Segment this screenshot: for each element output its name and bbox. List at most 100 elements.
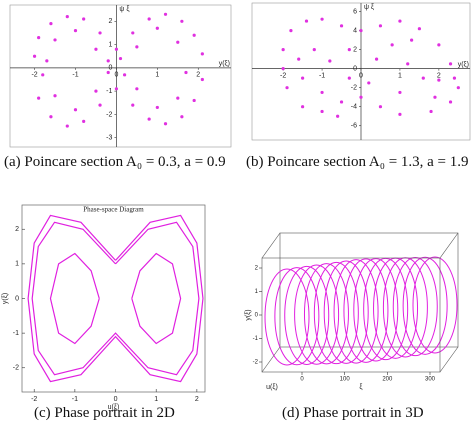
x-tick-label: 0 xyxy=(300,377,304,383)
y-axis-label: y(ξ) xyxy=(2,293,9,304)
x-tick-label: 300 xyxy=(425,377,436,383)
point xyxy=(281,67,285,71)
point xyxy=(336,114,340,118)
point xyxy=(73,29,78,33)
point xyxy=(437,43,441,47)
x-tick-label: 100 xyxy=(340,377,351,383)
point xyxy=(301,76,305,80)
point xyxy=(94,47,98,51)
point xyxy=(163,122,168,126)
x-tick-label: 1 xyxy=(155,72,159,79)
point xyxy=(339,24,344,28)
point xyxy=(456,86,460,90)
cube-edge xyxy=(439,346,459,373)
cube-edge xyxy=(439,232,459,259)
caption: (c) Phase portrait in 2D xyxy=(34,405,175,421)
y-axis-label: u(ξ) xyxy=(266,384,278,391)
point xyxy=(398,112,402,116)
point xyxy=(65,15,69,19)
point xyxy=(328,59,332,63)
x-tick-label: -1 xyxy=(72,396,78,403)
back-face xyxy=(279,232,459,348)
point xyxy=(359,95,363,99)
x-tick-label: -2 xyxy=(31,72,37,79)
point xyxy=(192,33,196,37)
orbit xyxy=(353,258,399,362)
orbit xyxy=(303,263,349,365)
point xyxy=(359,28,363,33)
point xyxy=(410,38,414,42)
orbit xyxy=(264,268,310,366)
y-tick-label: 6 xyxy=(353,8,357,15)
curve xyxy=(131,252,182,345)
point xyxy=(347,76,351,80)
curve xyxy=(31,221,200,376)
caption: (a) Poincare section A₀ = 0.3, a = 0.9 xyxy=(4,154,226,170)
point xyxy=(118,56,123,61)
y-tick-label: -6 xyxy=(351,123,357,130)
frame xyxy=(9,4,232,148)
chart-title: Phase-space Diagram xyxy=(83,206,144,214)
x-tick-label: -2 xyxy=(31,396,37,403)
point xyxy=(82,17,86,21)
point xyxy=(200,77,204,82)
point xyxy=(155,105,159,110)
point xyxy=(312,48,316,52)
z-tick-label: -2 xyxy=(253,360,259,366)
cube-edge xyxy=(261,346,281,373)
point xyxy=(49,115,53,119)
x-tick-label: 200 xyxy=(382,377,393,383)
point xyxy=(200,52,204,56)
point xyxy=(448,62,453,66)
point xyxy=(285,86,289,90)
orbit xyxy=(323,260,369,364)
x-tick-label: -1 xyxy=(72,72,78,79)
point xyxy=(367,81,371,85)
point xyxy=(339,100,344,104)
orbit xyxy=(343,258,389,363)
orbit xyxy=(363,257,409,361)
point xyxy=(114,87,119,91)
point xyxy=(155,26,159,30)
orbit xyxy=(392,257,438,357)
point xyxy=(163,12,168,16)
y-tick-label: 0 xyxy=(353,65,357,72)
orbit xyxy=(333,259,379,364)
frame xyxy=(21,204,206,393)
y-tick-label: -2 xyxy=(106,111,112,118)
point xyxy=(398,19,402,23)
point xyxy=(147,17,151,21)
curve xyxy=(49,252,100,345)
point xyxy=(192,98,196,103)
orbit xyxy=(294,264,340,365)
x-tick-label: -1 xyxy=(319,72,325,79)
x-axis-label: y(ξ) xyxy=(458,61,469,68)
point xyxy=(417,27,421,31)
point xyxy=(98,31,102,35)
point xyxy=(49,22,53,26)
point xyxy=(437,78,441,82)
x-tick-label: 2 xyxy=(195,396,199,403)
orbit xyxy=(284,265,330,365)
point xyxy=(53,94,57,98)
x-tick-label: -2 xyxy=(280,72,286,79)
y-tick-label: -3 xyxy=(106,135,112,142)
z-tick-label: 2 xyxy=(255,266,259,272)
point xyxy=(301,105,305,109)
x-tick-label: 2 xyxy=(196,72,200,79)
y-tick-label: -1 xyxy=(13,330,19,337)
point xyxy=(41,73,45,77)
point xyxy=(398,90,402,95)
point xyxy=(114,47,119,51)
point xyxy=(429,109,433,114)
cube-edge xyxy=(261,232,281,259)
z-axis-label: y(ξ) xyxy=(245,309,252,320)
point xyxy=(390,43,394,47)
point xyxy=(65,124,69,128)
point xyxy=(106,70,110,75)
y-tick-label: -2 xyxy=(13,365,19,372)
point xyxy=(452,76,457,80)
point xyxy=(45,59,49,63)
y-tick-label: 2 xyxy=(15,226,19,233)
